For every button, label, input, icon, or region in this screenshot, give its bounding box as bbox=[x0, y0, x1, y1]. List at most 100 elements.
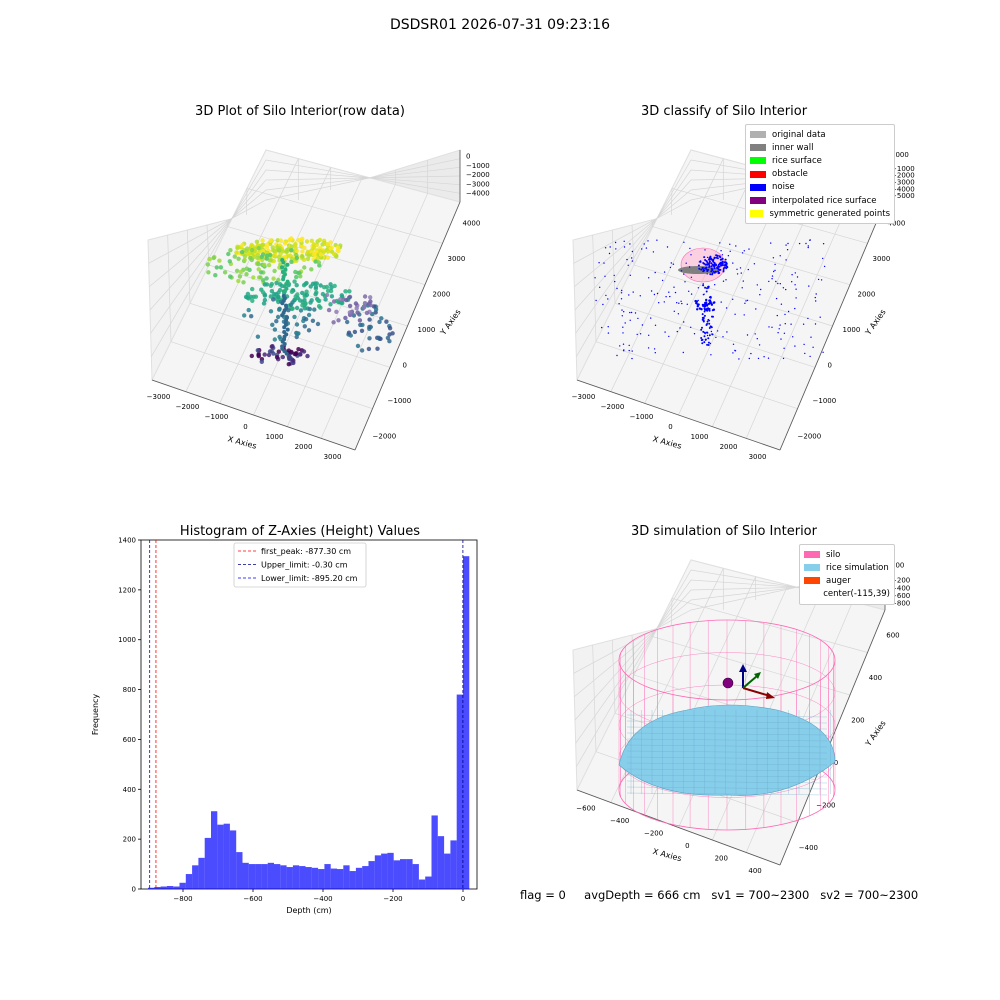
noise-point bbox=[746, 334, 749, 336]
raw-data-point bbox=[235, 245, 240, 251]
rice-mesh-line bbox=[626, 714, 828, 718]
raw-data-point bbox=[345, 319, 350, 325]
raw-data-point bbox=[265, 242, 270, 247]
raw-data-point bbox=[362, 301, 368, 306]
classify-3d-plot: −3000−2000−10000100020003000400030002000… bbox=[572, 149, 915, 460]
noise-point bbox=[787, 310, 790, 313]
y-tick-label: 200 bbox=[851, 716, 864, 724]
noise-point bbox=[719, 258, 722, 261]
noise-point bbox=[679, 327, 681, 329]
raw-data-point bbox=[282, 241, 288, 246]
raw-data-point bbox=[302, 302, 307, 308]
raw-data-point bbox=[242, 254, 248, 259]
histogram-bar bbox=[349, 871, 356, 889]
raw-data-point bbox=[249, 243, 255, 249]
raw-data-point bbox=[329, 245, 334, 250]
noise-point bbox=[686, 303, 688, 305]
legend-entry: silo bbox=[804, 548, 890, 561]
raw-data-point bbox=[366, 346, 372, 352]
noise-point bbox=[629, 274, 631, 276]
noise-point bbox=[595, 299, 597, 302]
noise-point bbox=[702, 283, 704, 285]
y-tick-label: 800 bbox=[123, 686, 136, 694]
raw-data-point bbox=[245, 246, 250, 251]
noise-point bbox=[654, 352, 656, 354]
noise-point bbox=[701, 342, 704, 345]
noise-point bbox=[758, 344, 761, 346]
noise-point bbox=[701, 326, 703, 329]
noise-point bbox=[639, 295, 641, 297]
raw-data-point bbox=[285, 327, 290, 332]
noise-point bbox=[741, 252, 744, 254]
raw-data-point bbox=[277, 247, 282, 253]
noise-point bbox=[702, 270, 705, 273]
noise-point bbox=[718, 269, 721, 271]
noise-point bbox=[823, 265, 826, 268]
raw-data-point bbox=[249, 353, 254, 359]
noise-point bbox=[721, 262, 724, 265]
raw-data-point bbox=[314, 290, 319, 295]
noise-point bbox=[701, 303, 705, 307]
histogram-bar bbox=[148, 887, 155, 889]
raw-data-point bbox=[304, 292, 310, 298]
rice-mesh-line bbox=[626, 720, 828, 724]
noise-point bbox=[709, 342, 712, 345]
raw-data-point bbox=[276, 349, 281, 354]
raw-data-point bbox=[262, 297, 268, 303]
noise-point bbox=[748, 357, 750, 360]
z-tick-label: −2000 bbox=[466, 171, 490, 179]
histogram-bar bbox=[374, 855, 382, 889]
noise-point bbox=[742, 280, 744, 282]
y-tick-label: 0 bbox=[828, 361, 832, 369]
raw-data-point bbox=[307, 306, 312, 312]
legend-entry: rice simulation bbox=[804, 561, 890, 574]
histogram-bar bbox=[154, 887, 161, 889]
noise-point bbox=[794, 272, 796, 274]
noise-point bbox=[673, 310, 675, 312]
legend-label: center(-115,39) bbox=[823, 589, 890, 600]
raw-data-point bbox=[355, 343, 361, 349]
noise-point bbox=[722, 270, 725, 273]
raw-data-point bbox=[256, 262, 261, 267]
legend-label: original data bbox=[772, 129, 826, 140]
noise-point bbox=[791, 281, 793, 283]
avg-depth-text: avgDepth = 666 cm bbox=[584, 888, 701, 902]
histogram-bar bbox=[393, 860, 400, 889]
raw-data-point bbox=[344, 297, 349, 303]
noise-point bbox=[623, 246, 626, 248]
noise-point bbox=[631, 250, 634, 253]
histogram-bar bbox=[173, 886, 180, 889]
noise-point bbox=[668, 335, 670, 338]
raw-data-point bbox=[336, 318, 341, 323]
raw-data-point bbox=[264, 276, 269, 281]
raw-data-point bbox=[249, 314, 254, 319]
noise-point bbox=[710, 265, 713, 268]
noise-point bbox=[654, 271, 656, 274]
noise-point bbox=[648, 334, 650, 336]
noise-point bbox=[629, 311, 631, 314]
raw-data-point bbox=[247, 267, 252, 273]
noise-point bbox=[631, 350, 633, 352]
noise-point bbox=[704, 301, 708, 304]
noise-point bbox=[652, 251, 655, 253]
raw-data-point bbox=[234, 250, 239, 255]
noise-point bbox=[656, 292, 659, 295]
raw-data-point bbox=[301, 257, 307, 262]
noise-point bbox=[720, 264, 723, 267]
noise-point bbox=[704, 338, 707, 341]
raw-data-point bbox=[294, 305, 300, 311]
rice-mesh-line bbox=[626, 792, 828, 796]
raw-data-point bbox=[318, 252, 324, 257]
raw-data-point bbox=[226, 251, 231, 257]
noise-point bbox=[768, 326, 770, 328]
x-arrow-head bbox=[766, 692, 775, 699]
raw-data-point bbox=[256, 267, 261, 272]
raw-data-point bbox=[316, 260, 322, 265]
histogram-bar bbox=[418, 879, 426, 889]
noise-point bbox=[809, 239, 811, 241]
raw-data-point bbox=[331, 320, 336, 325]
x-tick-label: 0 bbox=[685, 842, 689, 850]
y-tick-label: 400 bbox=[869, 674, 882, 682]
noise-point bbox=[802, 323, 805, 325]
noise-point bbox=[645, 247, 648, 249]
